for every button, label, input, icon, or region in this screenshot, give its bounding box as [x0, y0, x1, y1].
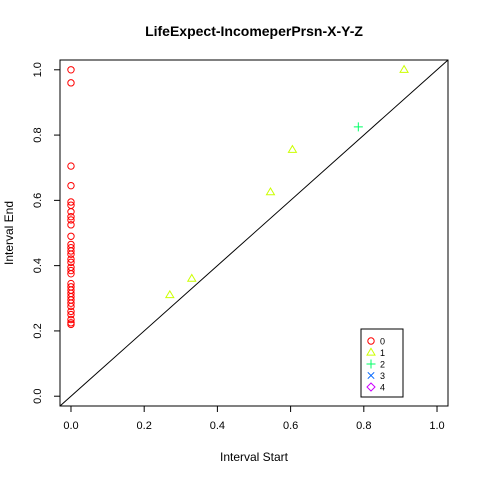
x-tick-label: 0.0	[63, 420, 78, 432]
data-point-series-0	[67, 216, 75, 224]
data-point-series-1	[186, 273, 197, 282]
x-tick-label: 0.6	[283, 420, 298, 432]
data-point-series-0	[67, 302, 75, 311]
chart-title: LifeExpect-IncomeperPrsn-X-Y-Z	[145, 23, 363, 39]
data-point-series-0	[67, 250, 75, 258]
legend-symbol-2	[366, 359, 376, 369]
legend-symbol-4	[366, 382, 376, 392]
y-tick-label: 0.2	[32, 323, 44, 338]
data-point-series-0	[67, 299, 75, 307]
legend-symbol-0	[367, 337, 375, 345]
data-point-series-0	[67, 208, 75, 216]
data-point-series-0	[67, 66, 75, 74]
plot-frame	[59, 59, 449, 407]
legend-label-1: 1	[380, 348, 385, 358]
data-point-series-0	[67, 270, 75, 278]
x-tick-label: 0.4	[210, 420, 225, 432]
legend: 01 23 4	[360, 328, 404, 398]
y-tick-label: 0.4	[32, 258, 44, 273]
y-axis: 0.0 0.2 0.4 0.6 0.8 1.0	[32, 62, 60, 404]
data-point-series-0	[67, 266, 75, 275]
data-point-series-0	[67, 258, 75, 267]
data-point-series-1	[287, 144, 298, 153]
data-point-series-0	[67, 255, 75, 263]
legend-label-2: 2	[380, 360, 385, 370]
legend-label-4: 4	[380, 383, 385, 393]
data-points	[67, 64, 409, 329]
legend-label-0: 0	[380, 337, 385, 347]
data-point-series-1	[399, 64, 409, 73]
x-tick-label: 1.0	[429, 420, 444, 432]
x-tick-label: 0.8	[356, 420, 371, 432]
data-point-series-0	[67, 221, 75, 229]
data-point-series-0	[67, 198, 75, 206]
data-point-series-0	[67, 181, 75, 190]
data-point-series-0	[67, 320, 75, 329]
data-point-series-1	[164, 289, 175, 299]
data-point-series-0	[67, 307, 75, 316]
data-point-series-0	[67, 315, 75, 324]
y-axis-label: Interval End	[2, 201, 16, 265]
y-tick-label: 0.0	[32, 389, 44, 404]
data-point-series-0	[67, 162, 75, 170]
data-point-series-0	[67, 232, 75, 240]
y-tick-label: 1.0	[32, 62, 44, 77]
legend-symbol-1	[366, 347, 376, 356]
data-point-series-0	[67, 212, 75, 221]
x-axis-label: Interval Start	[220, 450, 289, 464]
legend-symbol-3	[367, 371, 375, 380]
data-point-series-1	[265, 187, 276, 196]
data-point-series-0	[67, 79, 75, 87]
x-axis: 0.0 0.2 0.4 0.6 0.8 1.0	[63, 406, 445, 432]
legend-label-3: 3	[380, 371, 385, 381]
x-tick-label: 0.2	[137, 420, 152, 432]
y-tick-label: 0.8	[32, 127, 44, 142]
diagonal-line	[59, 59, 449, 407]
data-point-series-0	[67, 310, 75, 319]
data-point-series-2	[353, 122, 363, 132]
data-point-series-0	[67, 247, 75, 255]
y-tick-label: 0.6	[32, 193, 44, 208]
